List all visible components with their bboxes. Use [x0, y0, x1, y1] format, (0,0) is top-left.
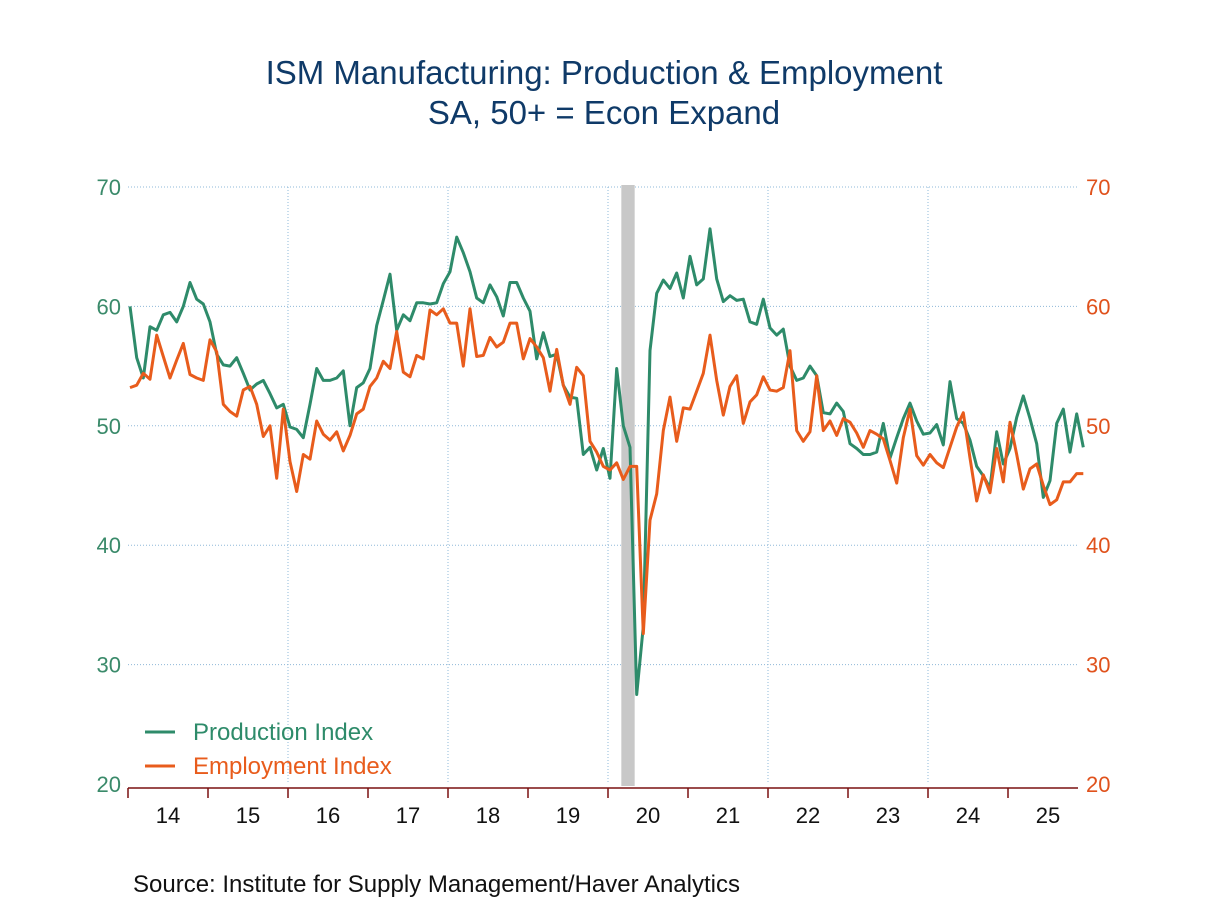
x-tick-label: 17 [396, 803, 420, 828]
x-tick-label: 22 [796, 803, 820, 828]
x-tick-label: 20 [636, 803, 660, 828]
chart-title: ISM Manufacturing: Production & Employme… [265, 54, 943, 91]
y-tick-label-left: 50 [97, 414, 121, 439]
chart-subtitle: SA, 50+ = Econ Expand [427, 94, 781, 131]
legend-label-employment: Employment Index [193, 753, 392, 780]
series-layer [128, 227, 1085, 696]
x-tick-label: 24 [956, 803, 980, 828]
y-tick-label-left: 60 [97, 294, 121, 319]
x-tick-label: 21 [716, 803, 740, 828]
axes: 70 60 50 40 30 20 70 60 50 40 30 20 14 15 16 17 18 19 20 21… [97, 175, 1111, 828]
y-tick-label-left: 40 [97, 533, 121, 558]
y-tick-label-left: 30 [97, 653, 121, 678]
x-tick-label: 25 [1036, 803, 1060, 828]
x-tick-label: 18 [476, 803, 500, 828]
y-tick-label-right: 50 [1086, 414, 1110, 439]
series-line-employment-index [129, 307, 1084, 636]
x-tick-label: 23 [876, 803, 900, 828]
y-tick-label-left: 20 [97, 772, 121, 797]
recession-band [621, 185, 635, 786]
source-note: Source: Institute for Supply Management/… [133, 871, 740, 898]
legend: Production Index Employment Index [145, 719, 392, 780]
y-tick-label-right: 30 [1086, 653, 1110, 678]
x-tick-label: 19 [556, 803, 580, 828]
x-tick-label: 14 [156, 803, 180, 828]
y-tick-label-right: 70 [1086, 175, 1110, 200]
legend-label-production: Production Index [193, 719, 373, 746]
series-line-production-index [128, 227, 1085, 696]
gridlines [128, 186, 1078, 784]
y-tick-label-left: 70 [97, 175, 121, 200]
x-tick-label: 16 [316, 803, 340, 828]
y-tick-label-right: 20 [1086, 772, 1110, 797]
y-tick-label-right: 40 [1086, 533, 1110, 558]
y-tick-label-right: 60 [1086, 294, 1110, 319]
x-tick-label: 15 [236, 803, 260, 828]
